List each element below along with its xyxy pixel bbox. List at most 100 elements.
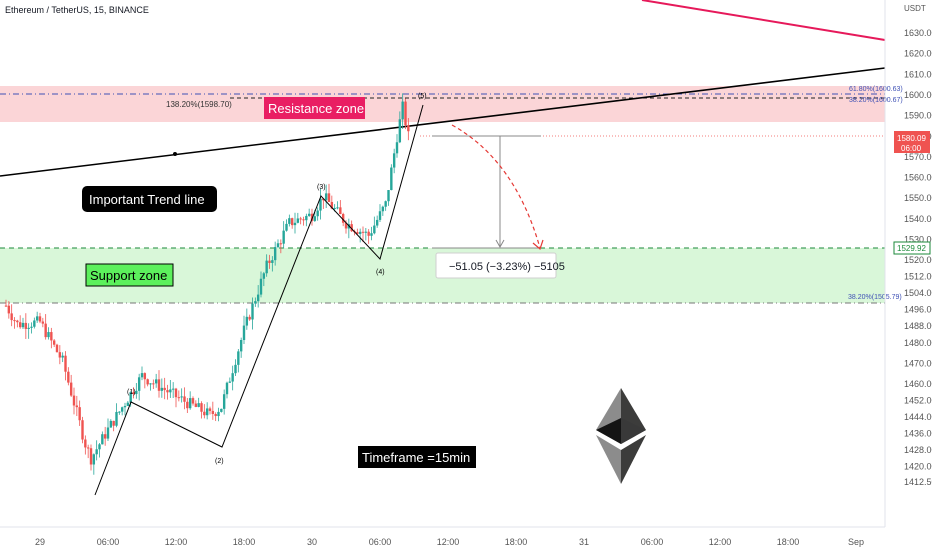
candle-body bbox=[171, 388, 175, 390]
candle-body bbox=[33, 320, 36, 327]
candle-body bbox=[157, 379, 161, 391]
candle-body bbox=[86, 447, 90, 449]
candle-body bbox=[254, 301, 257, 304]
candle-body bbox=[336, 207, 339, 209]
time-tick: 18:00 bbox=[777, 537, 800, 547]
candle-body bbox=[24, 322, 28, 329]
trend-line-anchor[interactable] bbox=[173, 152, 177, 156]
projection-arrowhead bbox=[495, 239, 505, 249]
price-tick: 1412.50 bbox=[904, 477, 932, 487]
candle-body bbox=[299, 218, 302, 220]
candle-body bbox=[129, 392, 132, 403]
candle-body bbox=[248, 316, 251, 320]
candle-body bbox=[123, 405, 127, 408]
candle-body bbox=[211, 410, 215, 414]
candle-body bbox=[106, 427, 110, 439]
candle-body bbox=[322, 198, 325, 201]
candle-body bbox=[81, 420, 84, 440]
candle-body bbox=[7, 305, 11, 314]
candle-body bbox=[58, 352, 62, 358]
price-tick: 1504.00 bbox=[904, 288, 932, 298]
time-tick: 12:00 bbox=[437, 537, 460, 547]
fib-label-1618: 61.80%(1600.63) bbox=[849, 86, 903, 93]
price-tick: 1520.00 bbox=[904, 255, 932, 265]
candle-body bbox=[10, 313, 13, 321]
candle-body bbox=[217, 411, 220, 417]
candle-body bbox=[341, 214, 345, 223]
candle-body bbox=[407, 125, 410, 132]
time-tick: 31 bbox=[579, 537, 589, 547]
candle-body bbox=[395, 142, 399, 154]
candle-body bbox=[78, 407, 81, 421]
candle-body bbox=[302, 219, 305, 221]
candle-body bbox=[327, 193, 331, 202]
candle-body bbox=[276, 243, 280, 248]
support-zone-label: Support zone bbox=[90, 268, 167, 283]
projection-label: −51.05 (−3.23%) −5105 bbox=[449, 261, 565, 273]
candle-body bbox=[72, 395, 76, 406]
candle-body bbox=[92, 454, 96, 465]
resistance-zone-label-bg bbox=[264, 97, 365, 119]
candle-body bbox=[375, 219, 379, 226]
candle-body bbox=[52, 340, 56, 345]
candle-body bbox=[160, 387, 164, 391]
important-trend-line[interactable] bbox=[0, 67, 886, 177]
candle-body bbox=[203, 411, 206, 416]
candle-body bbox=[316, 210, 319, 217]
candle-body bbox=[251, 303, 254, 320]
candle-body bbox=[183, 396, 186, 402]
price-tick: 1620.00 bbox=[904, 49, 932, 59]
price-axis[interactable]: USDT 1630.00 1620.00 1610.00 1600.00 1590.00… bbox=[884, 0, 932, 527]
price-tick: 1488.00 bbox=[904, 321, 932, 331]
candle-body bbox=[279, 243, 283, 245]
candle-body bbox=[95, 449, 98, 455]
candle-body bbox=[101, 434, 104, 445]
time-tick: 06:00 bbox=[641, 537, 664, 547]
trend-line-label-bg bbox=[82, 186, 217, 212]
candle-body bbox=[197, 403, 200, 407]
candle-body bbox=[404, 101, 407, 126]
candle-body bbox=[401, 101, 404, 120]
candle-body bbox=[64, 355, 67, 372]
candle-body bbox=[174, 388, 178, 398]
candle-body bbox=[378, 211, 382, 220]
ethereum-logo-icon bbox=[596, 388, 646, 484]
candle-body bbox=[67, 371, 70, 383]
candle-body bbox=[239, 340, 243, 352]
candle-body bbox=[30, 326, 33, 328]
price-tick: 1428.00 bbox=[904, 445, 932, 455]
candle-body bbox=[265, 260, 268, 274]
candle-body bbox=[208, 408, 212, 411]
candle-body bbox=[152, 383, 155, 385]
price-tick: 1630.00 bbox=[904, 28, 932, 38]
candle-body bbox=[344, 222, 348, 229]
candle-body bbox=[228, 381, 232, 383]
time-tick: 12:00 bbox=[709, 537, 732, 547]
downtrend-line[interactable] bbox=[641, 0, 886, 41]
fib-label-382-lower: 38.20%(1505.79) bbox=[848, 294, 902, 301]
current-price-value: 1580.09 bbox=[897, 134, 926, 143]
candle-body bbox=[115, 411, 118, 426]
time-tick: Sep bbox=[848, 537, 864, 547]
candle-body bbox=[268, 260, 271, 263]
fib-label-382-upper: 38.20%(1600.67) bbox=[849, 97, 903, 104]
price-tick: 1570.00 bbox=[904, 152, 932, 162]
candle-body bbox=[103, 434, 107, 439]
candle-body bbox=[256, 294, 260, 302]
candle-body bbox=[75, 405, 79, 408]
candle-body bbox=[112, 420, 115, 426]
candle-body bbox=[237, 351, 240, 365]
candle-body bbox=[234, 364, 237, 374]
time-axis[interactable]: 29 06:00 12:00 18:00 30 06:00 12:00 18:00 31 06:0… bbox=[0, 526, 885, 547]
candle-body bbox=[350, 224, 353, 232]
candle-body bbox=[214, 413, 217, 417]
candle-body bbox=[118, 411, 121, 413]
price-tick: 1436.00 bbox=[904, 429, 932, 439]
candle-body bbox=[169, 389, 172, 393]
candle-body bbox=[358, 231, 362, 234]
candle-body bbox=[126, 402, 130, 406]
wave-label-4: (4) bbox=[376, 269, 385, 276]
candle-body bbox=[47, 332, 50, 338]
price-tick: 1540.00 bbox=[904, 214, 932, 224]
